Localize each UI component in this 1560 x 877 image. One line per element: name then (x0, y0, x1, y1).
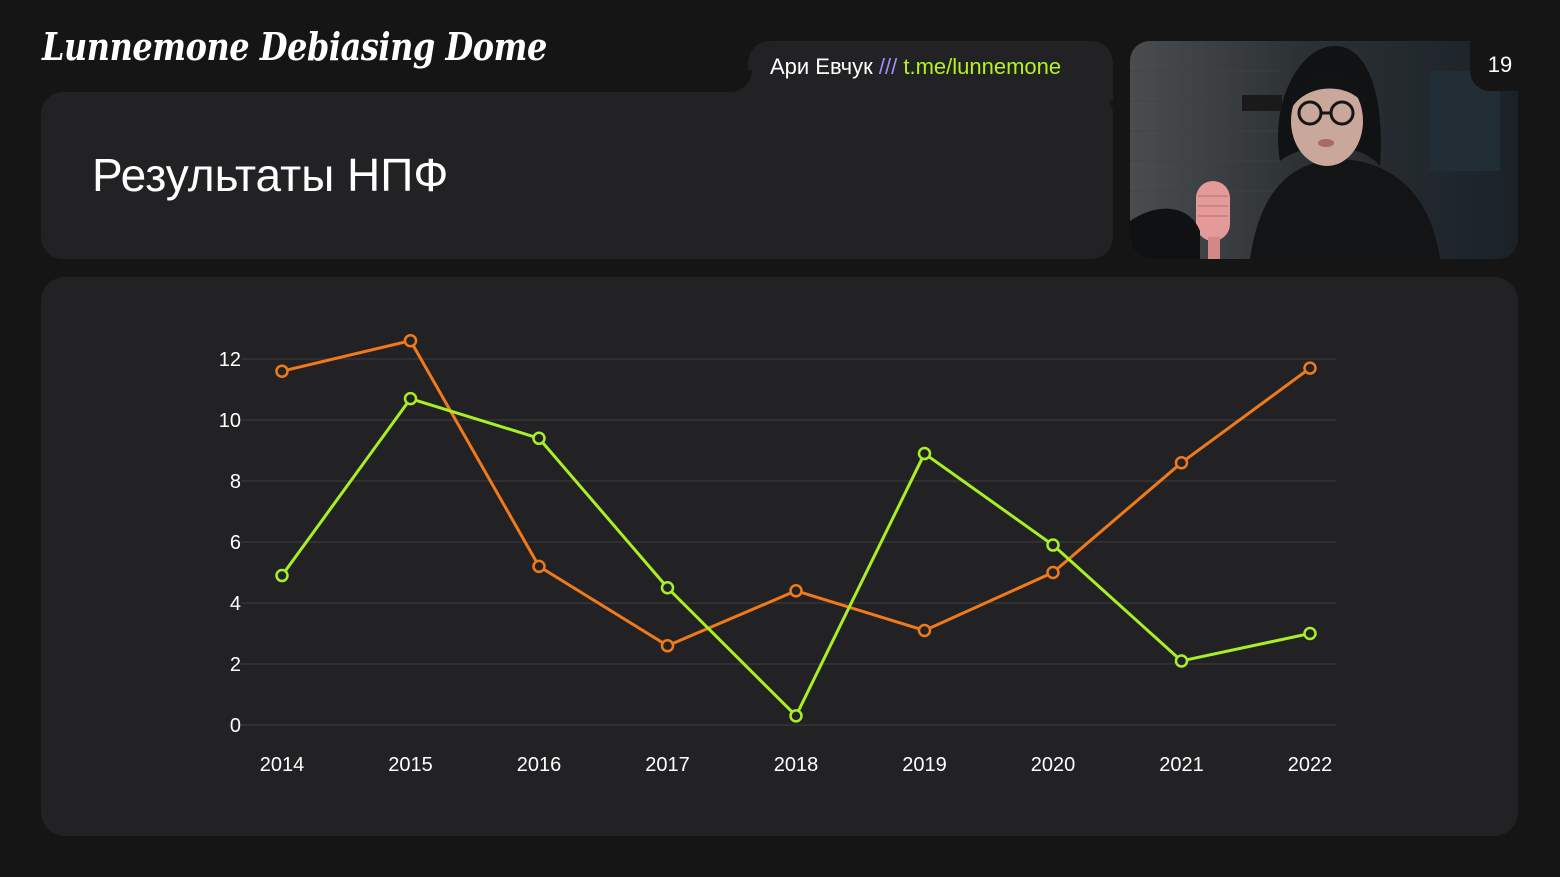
author-link[interactable]: t.me/lunnemone (903, 54, 1062, 79)
author-name: Ари Евчук (770, 54, 873, 79)
data-point (789, 584, 803, 598)
data-point (789, 709, 803, 723)
data-point (1174, 455, 1189, 470)
x-tick-label: 2022 (1288, 754, 1333, 776)
data-point (660, 638, 675, 653)
page-title: Результаты НПФ (92, 149, 449, 201)
y-tick-label: 8 (230, 471, 241, 493)
y-tick-label: 4 (230, 593, 241, 615)
x-tick-label: 2014 (260, 754, 305, 776)
data-point (403, 391, 418, 406)
data-point (660, 581, 675, 595)
author-tab-notch (712, 70, 752, 92)
page-number: 19 (1487, 52, 1513, 77)
data-point (1303, 626, 1317, 641)
x-tick-label: 2020 (1031, 754, 1076, 776)
data-point (275, 568, 289, 583)
author-separator: /// (878, 54, 898, 79)
data-point (403, 333, 418, 348)
data-point (917, 623, 932, 638)
line-chart: 0 2 4 6 8 10 12 2014 2015 2016 2017 2018 2019 2020 202… (219, 333, 1336, 776)
data-point (1046, 565, 1060, 580)
chart-card: 0 2 4 6 8 10 12 2014 2015 2016 2017 2018 2019 2020 202… (41, 277, 1518, 836)
webcam-image (1130, 41, 1518, 259)
y-tick-label: 10 (219, 410, 241, 432)
author-tab (748, 41, 1113, 101)
data-point (532, 559, 546, 574)
brand-logo: Lunnemone Debiasing Dome (42, 24, 547, 69)
webcam-video (1130, 41, 1518, 259)
x-tick-label: 2019 (902, 754, 947, 776)
series-line (280, 339, 1312, 648)
x-tick-label: 2015 (388, 754, 433, 776)
data-point (1174, 654, 1189, 668)
series-line (280, 397, 1312, 718)
author-line: Ари Евчук /// t.me/lunnemone (770, 54, 1061, 80)
title-card (41, 92, 1113, 259)
x-tick-label: 2017 (645, 754, 690, 776)
x-tick-label: 2021 (1159, 754, 1204, 776)
y-tick-label: 0 (230, 715, 241, 737)
data-point (275, 364, 289, 378)
data-point (1303, 361, 1317, 375)
data-point (917, 446, 932, 461)
x-tick-label: 2016 (517, 754, 562, 776)
y-tick-label: 2 (230, 654, 241, 676)
y-tick-label: 6 (230, 532, 241, 554)
y-tick-label: 12 (219, 349, 241, 371)
data-point (1046, 538, 1060, 552)
page-number-tab (1470, 41, 1520, 91)
data-point (532, 431, 546, 446)
x-tick-label: 2018 (774, 754, 819, 776)
